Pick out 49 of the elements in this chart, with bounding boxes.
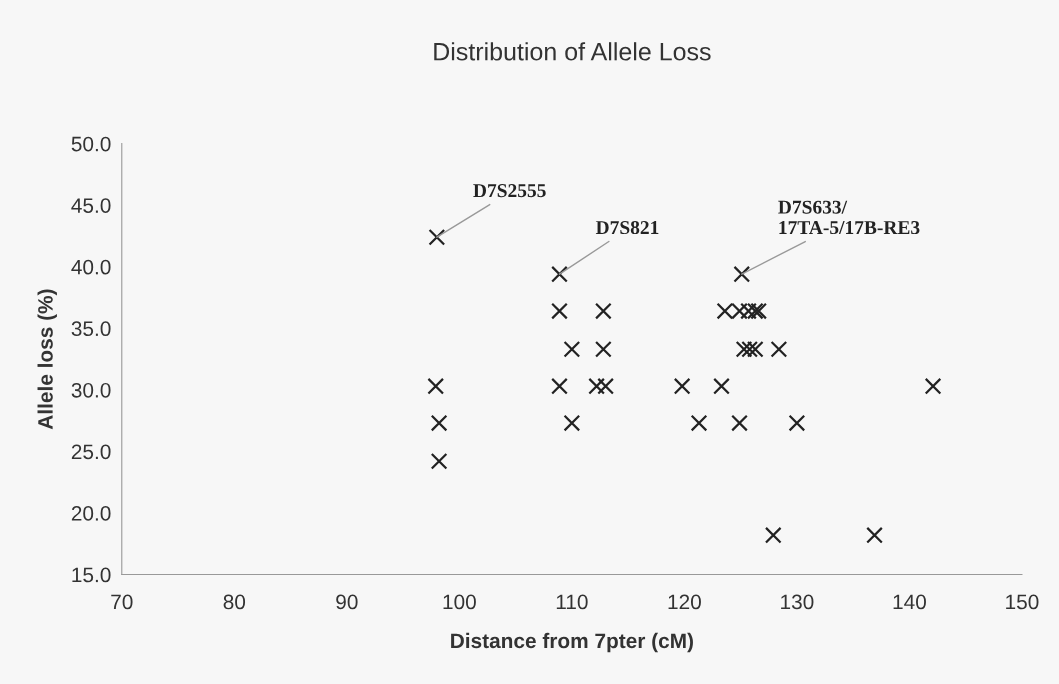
annotation: D7S633/ 17TA-5/17B-RE3 (778, 200, 920, 235)
point (551, 377, 568, 395)
x-tick-label: 80 (223, 594, 246, 610)
chart-title: Distribution of Allele Loss (434, 42, 711, 61)
point (551, 302, 568, 320)
point (770, 340, 788, 358)
point (740, 302, 757, 320)
point (924, 377, 942, 395)
x-tick-label: 70 (111, 594, 133, 610)
point (731, 414, 748, 432)
y-tick-label: 40.0 (71, 259, 111, 275)
x-axis-title: Distance from 7pter (cM) (451, 632, 693, 653)
point (690, 414, 708, 432)
point (594, 302, 612, 320)
x-tick-label: 110 (556, 594, 588, 610)
y-tick-label: 15.0 (72, 567, 111, 583)
point (597, 377, 615, 395)
y-tick-label: 35.0 (71, 321, 111, 337)
point (427, 377, 445, 395)
point (588, 377, 606, 395)
x-tick-label: 90 (336, 594, 358, 610)
annotation: D7S821 (595, 220, 659, 235)
point (673, 377, 691, 395)
x-tick-label: 120 (668, 594, 701, 610)
point (713, 377, 730, 395)
y-tick-label: 50.0 (71, 136, 111, 152)
point (563, 340, 581, 358)
y-axis-title: Allele loss (%) (37, 289, 57, 430)
point (594, 340, 612, 358)
point (866, 526, 883, 544)
point (750, 302, 768, 320)
point (741, 340, 759, 358)
point (428, 228, 446, 246)
x-tick-label: 150 (1006, 594, 1039, 610)
x-tick-label: 130 (781, 594, 814, 610)
point (563, 414, 581, 432)
x-tick-label: 140 (893, 594, 926, 610)
point (430, 414, 448, 432)
point (430, 452, 448, 470)
point (764, 526, 782, 544)
point (788, 414, 806, 432)
x-tick-label: 100 (443, 594, 476, 610)
y-tick-label: 30.0 (71, 382, 111, 398)
y-tick-label: 45.0 (71, 198, 111, 213)
y-tick-label: 25.0 (71, 444, 111, 460)
point (551, 265, 568, 283)
annotation: D7S2555 (473, 184, 546, 198)
y-tick-label: 20.0 (71, 506, 111, 521)
point (733, 265, 751, 283)
